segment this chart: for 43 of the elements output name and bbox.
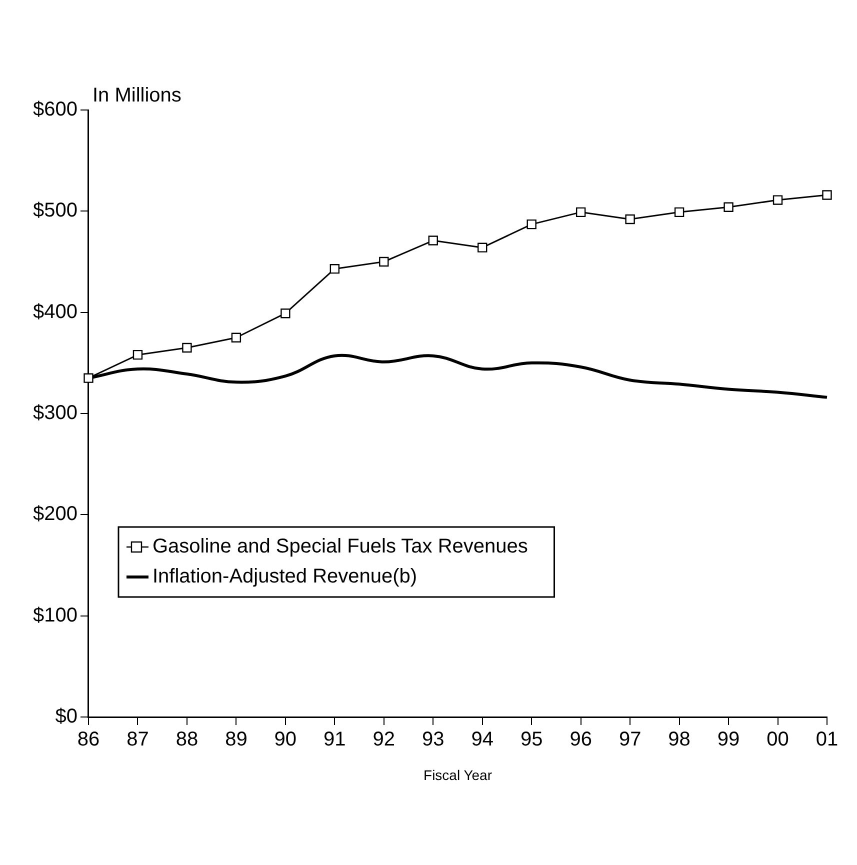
x-tick-label: 89 (225, 728, 248, 751)
point (822, 190, 832, 200)
y-tick-label: $300 (32, 402, 78, 424)
x-axis-title: Fiscal Year (424, 766, 492, 783)
point (330, 264, 340, 274)
x-tick-label: 88 (176, 728, 198, 751)
y-tick-label: $400 (32, 300, 78, 323)
y-tick-label: $100 (32, 604, 78, 626)
point (84, 373, 94, 383)
x-tick-label: 86 (77, 728, 100, 751)
point (379, 256, 389, 267)
point (231, 332, 242, 342)
x-tick-label: 01 (816, 728, 838, 751)
point (772, 195, 783, 205)
point (625, 214, 635, 224)
x-tick-label: 93 (422, 728, 444, 751)
point (674, 207, 684, 218)
point (428, 236, 438, 246)
point (526, 219, 536, 230)
x-tick-label: 91 (324, 728, 346, 751)
x-tick-label: 00 (766, 728, 789, 751)
x-tick-label: 99 (717, 728, 740, 751)
point (478, 242, 488, 252)
y-tick-label: $0 (55, 706, 78, 728)
legend-label: Gasoline and Special Fuels Tax Revenues (152, 536, 528, 558)
x-tick-label: 87 (126, 728, 149, 751)
y-tick-label: $500 (32, 200, 78, 222)
x-tick-label: 92 (372, 728, 396, 751)
point (182, 342, 192, 353)
x-tick-label: 96 (570, 728, 592, 751)
point (724, 202, 734, 212)
y-tick-label: $200 (32, 503, 78, 526)
y-axis-title: In Millions (92, 84, 182, 107)
x-tick-label: 90 (274, 728, 297, 751)
x-tick-label: 95 (520, 728, 543, 751)
point (576, 207, 586, 218)
x-tick-label: 94 (471, 728, 494, 751)
point (132, 350, 143, 360)
x-tick-label: 98 (668, 728, 690, 751)
x-tick-label: 97 (618, 728, 642, 751)
y-tick-label: $600 (32, 98, 78, 121)
legend-label: Inflation-Adjusted Revenue(b) (152, 566, 418, 588)
point (280, 308, 290, 318)
